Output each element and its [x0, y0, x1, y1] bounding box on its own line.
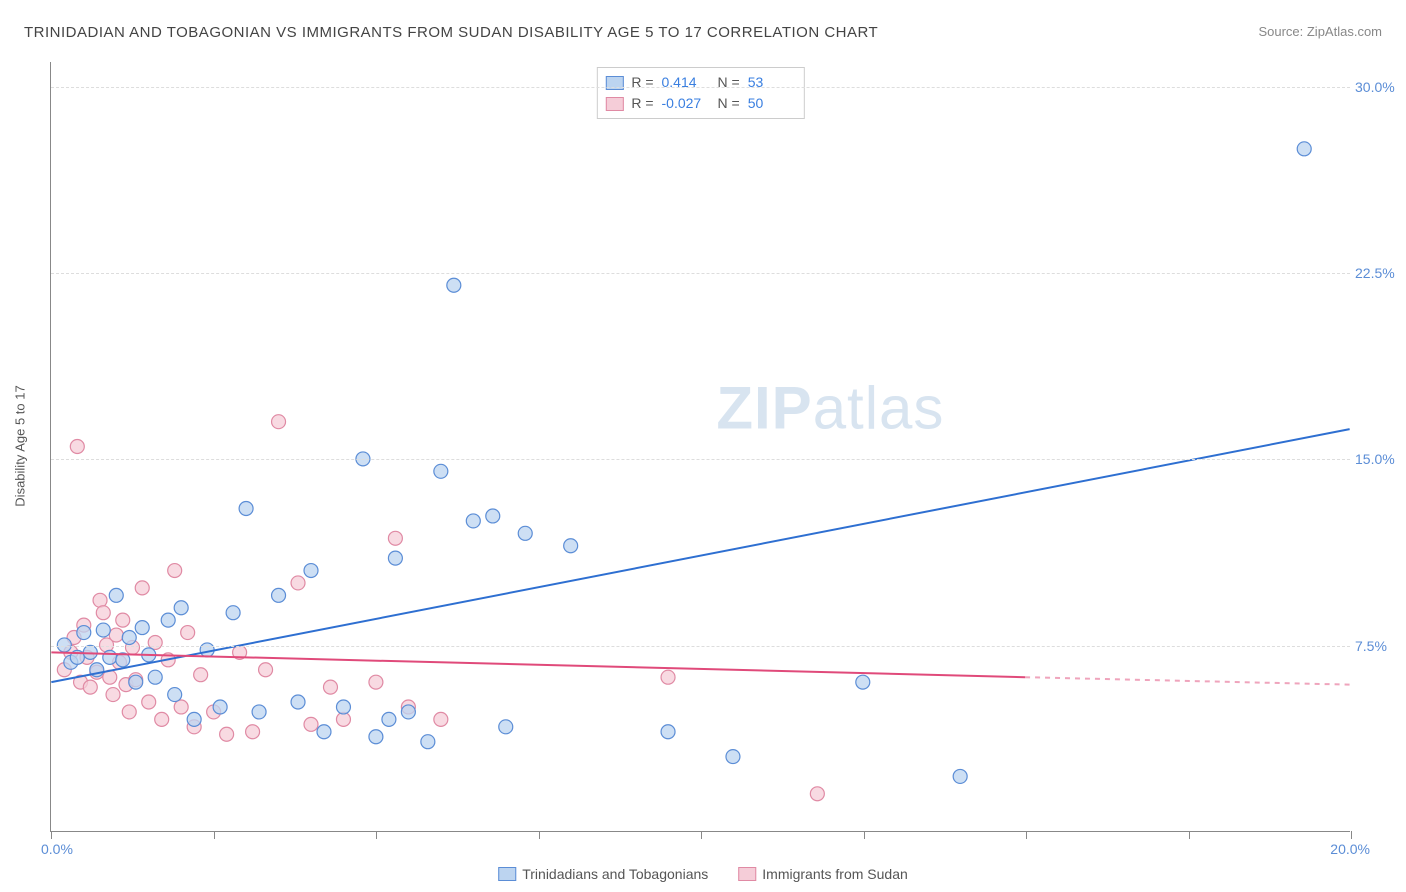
stats-legend: R = 0.414 N = 53 R = -0.027 N = 50: [596, 67, 804, 119]
n-label-a: N =: [718, 72, 740, 93]
chart-svg: [51, 62, 1350, 831]
r-value-b: -0.027: [662, 93, 710, 114]
n-value-a: 53: [748, 72, 796, 93]
legend-label-b: Immigrants from Sudan: [762, 866, 908, 882]
legend-item-a: Trinidadians and Tobagonians: [498, 866, 708, 882]
x-label-left: 0.0%: [41, 841, 73, 857]
plot-area: ZIPatlas R = 0.414 N = 53 R = -0.027 N =…: [50, 62, 1350, 832]
stats-row-a: R = 0.414 N = 53: [605, 72, 795, 93]
swatch-series-b: [605, 97, 623, 111]
r-label-a: R =: [631, 72, 653, 93]
source-label: Source: ZipAtlas.com: [1258, 24, 1382, 39]
chart-title: TRINIDADIAN AND TOBAGONIAN VS IMMIGRANTS…: [24, 24, 878, 41]
watermark-atlas: atlas: [813, 375, 945, 442]
x-label-right: 20.0%: [1330, 841, 1370, 857]
swatch-series-b-bottom: [738, 867, 756, 881]
y-axis-label: Disability Age 5 to 17: [13, 385, 28, 506]
legend-item-b: Immigrants from Sudan: [738, 866, 908, 882]
r-label-b: R =: [631, 93, 653, 114]
bottom-legend: Trinidadians and Tobagonians Immigrants …: [498, 866, 908, 882]
n-label-b: N =: [718, 93, 740, 114]
r-value-a: 0.414: [662, 72, 710, 93]
n-value-b: 50: [748, 93, 796, 114]
watermark: ZIPatlas: [716, 374, 944, 443]
swatch-series-a-bottom: [498, 867, 516, 881]
watermark-zip: ZIP: [716, 375, 812, 442]
stats-row-b: R = -0.027 N = 50: [605, 93, 795, 114]
legend-label-a: Trinidadians and Tobagonians: [522, 866, 708, 882]
